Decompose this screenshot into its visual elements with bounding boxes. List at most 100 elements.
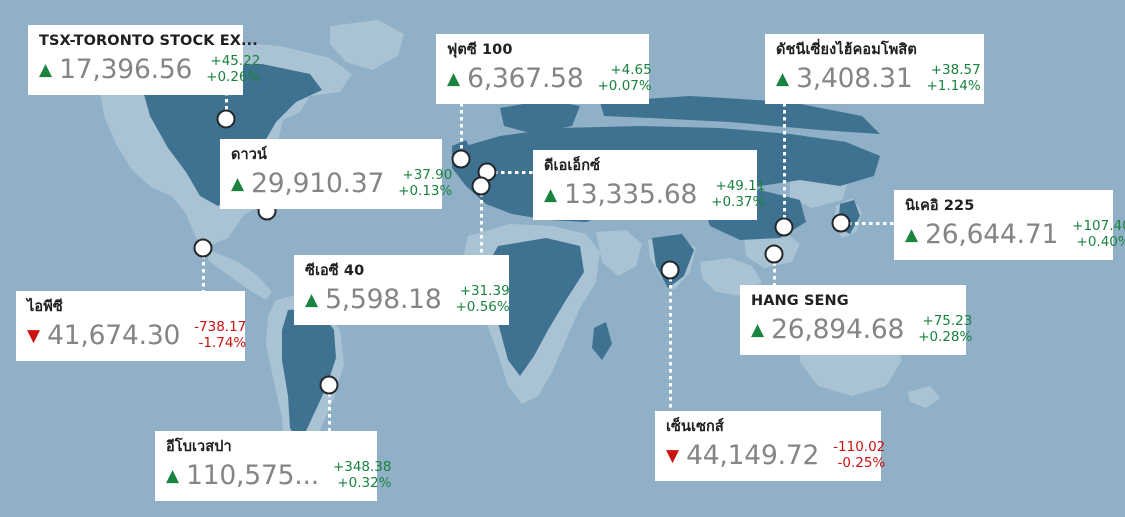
triangle-up-icon: ▲ [544,184,558,205]
index-card-ipc[interactable]: ไอพีซี ▼ 41,674.30 -738.17 -1.74% [16,291,246,362]
index-value-row: ▼ 41,674.30 -738.17 -1.74% [27,319,246,352]
index-change-absolute: -738.17 [194,318,247,335]
triangle-up-icon: ▲ [39,59,53,80]
index-delta-group: +4.65 +0.07% [584,62,652,95]
index-change-percent: +0.37% [711,194,766,211]
index-value-row: ▲ 110,575... +348.38 +0.32% [166,459,392,492]
index-change-percent: +0.13% [398,183,453,200]
index-change-percent: +0.28% [918,329,973,346]
index-delta-group: +49.11 +0.37% [697,178,765,211]
index-value-row: ▲ 5,598.18 +31.39 +0.56% [305,283,510,316]
index-title: นิเคอิ 225 [905,198,975,214]
connector-sensex [669,278,672,412]
connector-nikkei [848,222,895,225]
triangle-up-icon: ▲ [905,224,919,245]
index-value-row: ▲ 17,396.56 +45.22 +0.26% [39,53,260,86]
index-value-row: ▲ 29,910.37 +37.90 +0.13% [231,167,452,200]
index-card-cac40[interactable]: ซีเอซี 40 ▲ 5,598.18 +31.39 +0.56% [294,255,510,326]
index-title: ฟุตซี 100 [447,42,513,58]
index-change-absolute: +348.38 [332,458,392,475]
marker-tokyo[interactable] [831,213,851,233]
triangle-up-icon: ▲ [776,68,790,89]
triangle-up-icon: ▲ [751,319,765,340]
index-card-dow[interactable]: ดาวน์ ▲ 29,910.37 +37.90 +0.13% [220,139,452,210]
index-title: ซีเอซี 40 [305,263,365,279]
index-change-absolute: +49.11 [715,177,766,194]
index-value-row: ▲ 6,367.58 +4.65 +0.07% [447,62,652,95]
index-title: ดีเอเอ็กซ์ [544,158,601,174]
index-value-row: ▲ 26,894.68 +75.23 +0.28% [751,313,972,346]
index-value: 17,396.56 [59,53,193,85]
marker-london[interactable] [451,149,471,169]
index-card-sensex[interactable]: เซ็นเซกส์ ▼ 44,149.72 -110.02 -0.25% [655,411,885,482]
index-value: 26,644.71 [925,218,1059,250]
connector-ibovespa [328,393,331,432]
index-change-percent: -0.25% [837,455,886,472]
marker-hong-kong[interactable] [764,244,784,264]
connector-ipc [202,255,205,291]
index-change-percent: +0.32% [337,475,392,492]
triangle-down-icon: ▼ [666,445,680,466]
index-change-absolute: +45.22 [210,52,261,69]
index-delta-group: +75.23 +0.28% [904,313,972,346]
index-change-percent: +1.14% [926,78,981,95]
index-card-ftse100[interactable]: ฟุตซี 100 ▲ 6,367.58 +4.65 +0.07% [436,34,652,105]
index-value: 3,408.31 [796,62,913,94]
index-value: 26,894.68 [771,313,905,345]
index-value-row: ▲ 3,408.31 +38.57 +1.14% [776,62,981,95]
index-delta-group: +37.90 +0.13% [384,167,452,200]
connector-ftse [460,96,463,153]
index-change-absolute: +107.40 [1072,217,1125,234]
marker-paris[interactable] [471,176,491,196]
triangle-up-icon: ▲ [305,289,319,310]
connector-cac [480,193,483,255]
index-card-shanghai-composite[interactable]: ดัชนีเซี่ยงไฮ้คอมโพสิต ▲ 3,408.31 +38.57 +1.… [765,34,984,105]
index-value-row: ▲26,644.71+107.40+0.40% [905,218,1125,251]
index-title: ดาวน์ [231,147,268,163]
index-card-ibovespa[interactable]: อีโบเวสปา ▲ 110,575... +348.38 +0.32% [155,431,392,502]
index-delta-group: +31.39 +0.56% [442,283,510,316]
triangle-up-icon: ▲ [447,68,461,89]
index-value: 13,335.68 [564,178,698,210]
index-title: ดัชนีเซี่ยงไฮ้คอมโพสิต [776,42,917,58]
index-title: ไอพีซี [27,299,63,315]
triangle-up-icon: ▲ [231,173,245,194]
triangle-up-icon: ▲ [166,465,180,486]
marker-shanghai[interactable] [774,217,794,237]
index-card-tsx[interactable]: TSX-TORONTO STOCK EX... ▲ 17,396.56 +45.22 +… [28,25,260,96]
index-change-absolute: +31.39 [459,282,510,299]
index-change-absolute: +38.57 [930,61,981,78]
index-card-hang-seng[interactable]: HANG SENG ▲ 26,894.68 +75.23 +0.28% [740,285,972,356]
marker-mumbai[interactable] [660,260,680,280]
index-delta-group: -110.02 -0.25% [819,439,885,472]
index-value: 110,575... [186,459,319,491]
index-change-absolute: +37.90 [402,166,453,183]
index-value: 5,598.18 [325,283,442,315]
index-card-dax[interactable]: ดีเอเอ็กซ์ ▲ 13,335.68 +49.11 +0.37% [533,150,765,221]
index-title: HANG SENG [751,293,849,309]
connector-dax [494,171,534,174]
marker-toronto[interactable] [216,109,236,129]
index-value: 41,674.30 [47,319,181,351]
index-card-nikkei225[interactable]: นิเคอิ 225▲26,644.71+107.40+0.40% [894,190,1125,261]
index-value: 29,910.37 [251,167,385,199]
index-title: อีโบเวสปา [166,439,232,455]
index-delta-group: -738.17 -1.74% [180,319,246,352]
index-delta-group: +38.57 +1.14% [913,62,981,95]
index-title: TSX-TORONTO STOCK EX... [39,33,258,49]
triangle-down-icon: ▼ [27,325,41,346]
index-change-percent: +0.56% [455,299,510,316]
index-change-percent: +0.26% [206,69,261,86]
marker-mexico[interactable] [193,238,213,258]
connector-hangseng [773,262,776,286]
index-change-absolute: +75.23 [922,312,973,329]
index-value: 44,149.72 [686,439,820,471]
marker-brazil[interactable] [319,375,339,395]
index-delta-group: +348.38 +0.32% [319,459,392,492]
connector-tsx [225,92,228,112]
index-change-percent: +0.07% [597,78,652,95]
index-change-percent: -1.74% [198,335,247,352]
index-change-absolute: +4.65 [610,61,652,78]
index-title: เซ็นเซกส์ [666,419,724,435]
